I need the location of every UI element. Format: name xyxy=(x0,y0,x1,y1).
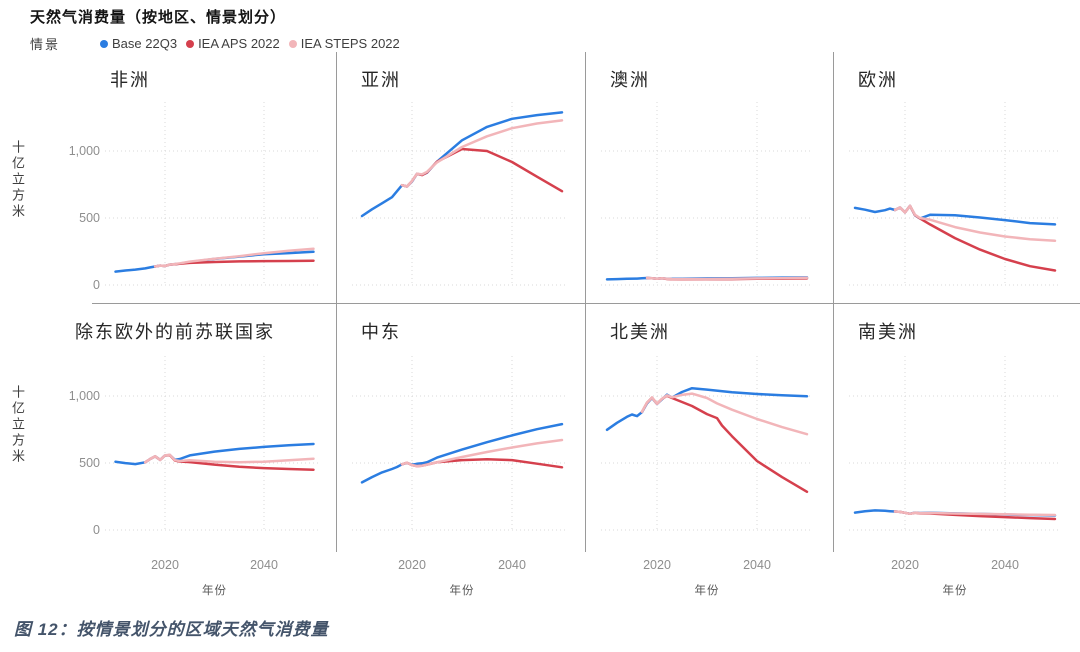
x-tick-label: 2040 xyxy=(743,558,771,572)
y-tick-label: 1,000 xyxy=(68,389,100,403)
facet-plot-5 xyxy=(105,356,318,531)
facet-plot-8 xyxy=(849,356,1060,531)
facet-title: 北美洲 xyxy=(610,322,670,342)
facet-title: 澳洲 xyxy=(610,70,650,90)
x-tick-label: 2020 xyxy=(398,558,426,572)
x-axis-label: 年份 xyxy=(694,585,720,597)
legend-item-label: IEA STEPS 2022 xyxy=(300,36,400,51)
legend-item-iea-aps-2022[interactable]: IEA APS 2022 xyxy=(186,36,280,51)
x-tick-label: 2040 xyxy=(498,558,526,572)
y-tick-label: 500 xyxy=(79,456,100,470)
line-steps xyxy=(640,392,809,436)
facet-plot-3 xyxy=(601,102,813,286)
y-tick-label: 0 xyxy=(93,278,100,292)
line-base xyxy=(360,111,564,218)
line-steps xyxy=(153,247,315,268)
legend-item-base-22q3[interactable]: Base 22Q3 xyxy=(100,36,177,51)
facet-plot-6 xyxy=(352,356,565,531)
facet-divider-vertical xyxy=(585,52,586,552)
x-axis-label: 年份 xyxy=(449,585,475,597)
legend-color-dot xyxy=(100,39,109,48)
facet-divider-horizontal xyxy=(92,303,1080,304)
legend-color-dot xyxy=(288,39,297,48)
facet-plot-1 xyxy=(105,102,318,286)
line-aps xyxy=(640,394,809,494)
facet-plot-4 xyxy=(849,102,1060,286)
y-axis-unit-label: 十亿立方米 xyxy=(10,385,25,465)
legend-title: 情景 xyxy=(30,37,61,52)
x-axis-label: 年份 xyxy=(942,585,968,597)
x-axis-label: 年份 xyxy=(202,585,227,597)
page-title: 天然气消费量（按地区、情景划分） xyxy=(30,9,287,26)
line-steps xyxy=(400,119,564,188)
legend: 情景 Base 22Q3 IEA APS 2022 IEA STEPS 2022 xyxy=(30,34,409,53)
facet-title: 除东欧外的前苏联国家 xyxy=(75,322,275,342)
facet-plot-7 xyxy=(601,356,813,531)
x-tick-label: 2020 xyxy=(151,558,179,572)
line-steps xyxy=(893,204,1057,243)
facet-title: 中东 xyxy=(361,322,401,342)
line-base xyxy=(853,204,1057,226)
legend-item-label: IEA APS 2022 xyxy=(198,36,280,51)
line-steps xyxy=(143,453,315,464)
y-tick-label: 0 xyxy=(93,523,100,537)
x-tick-label: 2020 xyxy=(643,558,671,572)
y-axis-unit-label: 十亿立方米 xyxy=(10,140,25,220)
line-base xyxy=(360,422,564,484)
line-aps xyxy=(400,147,564,193)
x-tick-label: 2040 xyxy=(991,558,1019,572)
facet-title: 亚洲 xyxy=(361,70,401,90)
legend-items: Base 22Q3 IEA APS 2022 IEA STEPS 2022 xyxy=(100,36,409,51)
legend-color-dot xyxy=(186,39,195,48)
facet-plot-2 xyxy=(352,102,565,286)
figure-caption: 图 12：按情景划分的区域天然气消费量 xyxy=(14,620,329,639)
line-steps xyxy=(645,276,809,281)
y-tick-label: 1,000 xyxy=(68,144,100,158)
legend-item-iea-steps-2022[interactable]: IEA STEPS 2022 xyxy=(288,36,400,51)
line-steps xyxy=(893,510,1057,517)
line-steps xyxy=(400,438,564,468)
facet-title: 非洲 xyxy=(110,70,150,90)
facet-title: 欧洲 xyxy=(858,70,898,90)
legend-item-label: Base 22Q3 xyxy=(112,36,178,51)
facet-title: 南美洲 xyxy=(858,322,918,342)
facet-divider-vertical xyxy=(336,52,337,552)
x-tick-label: 2040 xyxy=(250,558,278,572)
facet-divider-vertical xyxy=(833,52,834,552)
x-tick-label: 2020 xyxy=(891,558,919,572)
y-tick-label: 500 xyxy=(79,211,100,225)
line-base xyxy=(605,386,809,432)
